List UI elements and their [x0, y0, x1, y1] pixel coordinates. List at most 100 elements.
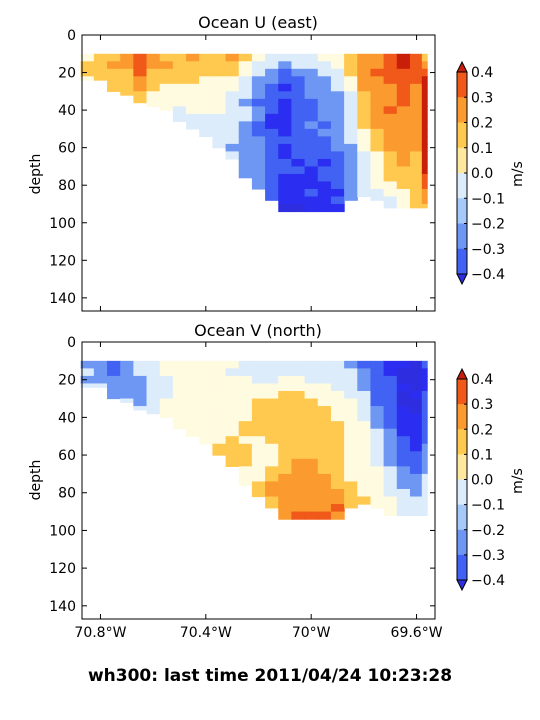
y-tick-label: 40: [58, 410, 76, 426]
heatmap-cell: [186, 61, 200, 70]
heatmap-cell: [304, 496, 319, 505]
heatmap-cell: [370, 406, 385, 415]
heatmap-cell: [396, 68, 411, 77]
heatmap-cell: [330, 443, 345, 452]
heatmap-cell: [265, 473, 279, 483]
heatmap-cell: [396, 466, 411, 475]
heatmap-cell: [396, 451, 411, 460]
heatmap-cell: [265, 53, 279, 62]
heatmap-cell: [212, 121, 227, 130]
heatmap-cell: [344, 496, 358, 505]
heatmap-cell: [199, 83, 213, 92]
heatmap-cell: [409, 413, 423, 422]
heatmap-cell: [383, 188, 398, 198]
heatmap-cell: [317, 98, 332, 107]
heatmap-cell: [93, 368, 108, 377]
heatmap-cell: [278, 158, 293, 168]
y-tick-label: 80: [58, 486, 76, 502]
heatmap-cell: [330, 181, 345, 190]
heatmap-cell: [93, 383, 108, 388]
heatmap-cell: [317, 203, 332, 213]
heatmap-cell: [251, 473, 266, 483]
heatmap-cell: [251, 68, 266, 77]
heatmap-cell: [278, 511, 293, 520]
heatmap-cell: [225, 421, 240, 430]
heatmap-cell: [383, 91, 398, 100]
heatmap-cell: [265, 398, 279, 407]
heatmap-cell: [199, 106, 213, 115]
heatmap-cell: [370, 413, 385, 422]
heatmap-cell: [251, 143, 266, 153]
heatmap-cell: [225, 375, 240, 385]
heatmap-cell: [396, 196, 411, 205]
heatmap-cell: [278, 466, 293, 475]
heatmap-cell: [265, 451, 279, 460]
heatmap-cell: [159, 91, 174, 100]
heatmap-cell: [238, 421, 253, 430]
heatmap-cell: [330, 166, 345, 175]
heatmap-cell: [291, 443, 306, 452]
heatmap-cell: [238, 158, 253, 168]
heatmap-cell: [186, 398, 200, 407]
heatmap-cell: [370, 458, 385, 467]
heatmap-cell: [396, 76, 411, 85]
heatmap-cell: [330, 121, 345, 130]
heatmap-cell: [186, 83, 200, 92]
heatmap-cell: [409, 383, 423, 392]
heatmap-cell: [172, 83, 187, 92]
heatmap-cell: [278, 106, 293, 115]
heatmap-cell: [421, 128, 428, 137]
heatmap-cell: [330, 451, 345, 460]
heatmap-cell: [265, 383, 279, 392]
heatmap-cell: [383, 436, 398, 445]
heatmap-cell: [265, 406, 279, 415]
heatmap-cell: [357, 451, 372, 460]
heatmap-cell: [383, 196, 398, 205]
y-tick-label: 100: [49, 523, 76, 539]
heatmap-cell: [370, 128, 385, 137]
heatmap-cell: [133, 68, 148, 77]
heatmap-cell: [199, 390, 213, 400]
heatmap-cell: [370, 375, 385, 385]
heatmap-cell: [238, 91, 253, 100]
heatmap-cell: [278, 53, 293, 62]
heatmap-cell: [409, 481, 423, 490]
heatmap-cell: [265, 466, 279, 475]
heatmap-cell: [186, 375, 200, 385]
heatmap-cell: [291, 466, 306, 475]
heatmap-cell: [278, 68, 293, 77]
heatmap-cell: [421, 428, 428, 437]
heatmap-cell: [120, 91, 134, 96]
heatmap-cell: [383, 466, 398, 475]
heatmap-cell: [212, 113, 227, 122]
heatmap-cell: [172, 91, 187, 100]
heatmap-cell: [107, 390, 121, 400]
heatmap-cell: [396, 481, 411, 490]
heatmap-cell: [421, 53, 428, 62]
heatmap-cell: [421, 398, 428, 407]
heatmap-cell: [212, 398, 227, 407]
heatmap-cell: [370, 68, 385, 77]
heatmap-cell: [370, 421, 385, 430]
heatmap-cell: [159, 360, 174, 369]
heatmap-cell: [199, 360, 213, 369]
colorbar-segment: [457, 404, 467, 430]
heatmap-cell: [133, 390, 148, 400]
heatmap-cell: [396, 203, 411, 209]
heatmap-cell: [186, 413, 200, 422]
heatmap-cell: [278, 504, 293, 513]
heatmap-cell: [383, 173, 398, 183]
heatmap-cell: [383, 413, 398, 422]
heatmap-cell: [357, 413, 372, 422]
heatmap-cell: [357, 61, 372, 70]
heatmap-cell: [291, 436, 306, 445]
heatmap-cell: [370, 473, 385, 483]
colorbar-tick-label: 0.0: [471, 166, 493, 182]
bottom-panel: Ocean V (north) 0 20 40 60 80 100 120 140 70.8°W…: [28, 321, 526, 641]
heatmap-cell: [251, 136, 266, 145]
heatmap-cell: [409, 128, 423, 137]
heatmap-cell: [225, 121, 240, 130]
heatmap-cell: [278, 188, 293, 198]
colorbar-over-arrow: [456, 367, 468, 380]
